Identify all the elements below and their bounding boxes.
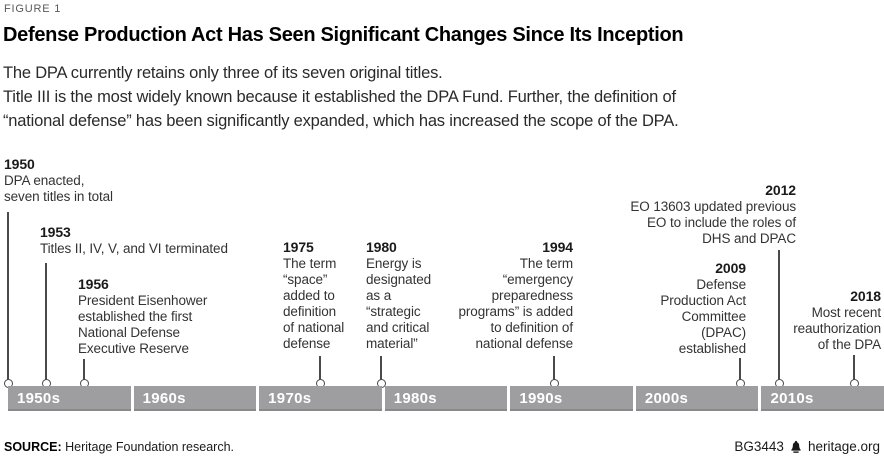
timeline-event-2018: 2018 Most recent reauthorization of the DPA — [793, 288, 881, 353]
event-text-line: President Eisenhower — [78, 293, 208, 308]
timeline-event-2009: 2009 Defense Production Act Committee (DPAC)… — [660, 260, 746, 357]
event-year: 2012 — [765, 182, 796, 198]
decade-segment-1960s: 1960s — [133, 386, 257, 411]
timeline-event-1956: 1956 President Eisenhower established the … — [78, 276, 207, 357]
event-text-line: material” — [366, 336, 418, 351]
heritage-bell-icon — [791, 440, 801, 453]
timeline-event-2012: 2012 EO 13603 updated previous EO to inclu… — [630, 182, 796, 247]
event-text-line: programs” is added — [458, 304, 573, 319]
event-text-line: established — [678, 341, 746, 356]
event-text-line: of national — [283, 320, 345, 335]
event-year: 1956 — [78, 276, 109, 292]
decade-label: 1990s — [519, 390, 563, 407]
event-connector-line — [853, 355, 855, 381]
event-text-line: “emergency — [502, 272, 573, 287]
decade-label: 1950s — [17, 390, 61, 407]
event-text-line: as a — [366, 288, 392, 303]
event-text-line: to definition of — [490, 320, 574, 335]
event-year: 1975 — [283, 239, 314, 255]
figure-title: Defense Production Act Has Seen Signific… — [3, 24, 684, 46]
event-connector-line — [553, 356, 555, 381]
event-year: 2018 — [850, 288, 881, 304]
timeline-event-1975: 1975 The term “space” added to definition of … — [283, 239, 344, 352]
event-text-line: preparedness — [491, 288, 573, 303]
decade-segment-1980s: 1980s — [384, 386, 508, 411]
event-connector-line — [778, 250, 780, 381]
decade-label: 1960s — [142, 390, 186, 407]
event-text-line: “strategic — [366, 304, 421, 319]
subtitle-line-2: Title III is the most widely known becau… — [3, 88, 676, 106]
decade-segment-1990s: 1990s — [510, 386, 633, 411]
event-text-line: Executive Reserve — [78, 341, 189, 356]
subtitle-line-3: “national defense” has been significantl… — [3, 112, 679, 130]
event-year: 1980 — [366, 239, 397, 255]
event-text-line: of the DPA — [817, 337, 881, 352]
event-year: 2009 — [715, 260, 746, 276]
event-text-line: defense — [283, 336, 331, 351]
event-text-line: Production Act — [660, 293, 746, 308]
event-year: 1994 — [542, 239, 573, 255]
event-text-line: The term — [519, 256, 573, 271]
decade-segment-2000s: 2000s — [635, 386, 759, 411]
event-text-line: established the first — [78, 309, 193, 324]
source-label: SOURCE: — [4, 439, 62, 454]
event-year: 1953 — [40, 224, 71, 240]
event-text-line: Committee — [681, 309, 746, 324]
decade-label: 2000s — [644, 390, 689, 407]
timeline-event-1950: 1950 DPA enacted, seven titles in total — [4, 156, 113, 205]
event-connector-line — [380, 356, 382, 381]
decade-segment-1970s: 1970s — [259, 386, 382, 411]
event-text-line: national defense — [475, 336, 574, 351]
event-text-line: “space” — [283, 272, 328, 287]
event-connector-line — [7, 212, 9, 381]
decade-label: 1980s — [393, 390, 437, 407]
site-link: heritage.org — [807, 439, 880, 454]
event-connector-line — [739, 358, 741, 381]
decade-segment-2010s: 2010s — [761, 386, 884, 411]
footer: SOURCE: Heritage Foundation research. BG… — [4, 439, 880, 454]
event-text-line: (DPAC) — [701, 325, 746, 340]
source-note: SOURCE: Heritage Foundation research. — [4, 440, 234, 454]
footer-right: BG3443 heritage.org — [734, 439, 880, 454]
event-text-line: DHS and DPAC — [702, 231, 796, 246]
event-text-line: National Defense — [78, 325, 180, 340]
event-text-line: definition — [283, 304, 337, 319]
event-text-line: EO 13603 updated previous — [630, 199, 796, 214]
timeline-event-1994: 1994 The term “emergency preparedness progra… — [458, 239, 573, 352]
event-year: 1950 — [4, 156, 35, 172]
event-text-line: designated — [366, 272, 432, 287]
timeline-decade-axis: 1950s 1960s 1970s 1980s 1990s 2000s 2010s — [8, 386, 884, 411]
event-text-line: DPA enacted, — [4, 173, 85, 188]
event-connector-line — [319, 356, 321, 381]
event-connector-line — [45, 263, 47, 381]
event-text-line: Titles II, IV, V, and VI terminated — [40, 241, 228, 256]
event-text-line: EO to include the roles of — [647, 215, 796, 230]
report-id: BG3443 — [734, 439, 784, 454]
event-text-line: Most recent — [811, 305, 882, 320]
event-text-line: reauthorization — [793, 321, 881, 336]
source-text: Heritage Foundation research. — [65, 439, 234, 454]
event-text-line: The term — [283, 256, 337, 271]
event-text-line: added to — [283, 288, 335, 303]
decade-label: 1970s — [268, 390, 312, 407]
event-text-line: and critical — [366, 320, 430, 335]
event-text-line: Energy is — [366, 256, 422, 271]
subtitle-line-1: The DPA currently retains only three of … — [3, 64, 443, 82]
decade-segment-1950s: 1950s — [8, 386, 131, 411]
figure-label: FIGURE 1 — [4, 3, 62, 15]
event-connector-line — [83, 359, 85, 381]
timeline-event-1953: 1953 Titles II, IV, V, and VI terminated — [40, 224, 228, 257]
event-text-line: Defense — [696, 277, 746, 292]
decade-label: 2010s — [770, 390, 814, 407]
figure-subtitle: The DPA currently retains only three of … — [3, 61, 679, 133]
event-text-line: seven titles in total — [4, 189, 113, 204]
timeline-event-1980: 1980 Energy is designated as a “strategic and… — [366, 239, 431, 352]
